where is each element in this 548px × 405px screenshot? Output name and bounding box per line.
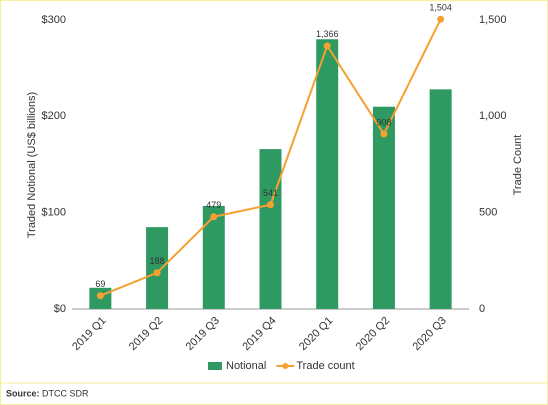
line-point (210, 213, 218, 221)
bar (316, 39, 339, 310)
source-label: Source: (6, 388, 40, 398)
bar (372, 106, 395, 309)
line-point (267, 201, 274, 209)
legend-label: Notional (226, 360, 266, 372)
y2-tick-label: 0 (479, 303, 485, 315)
bar (202, 205, 225, 309)
line-point (437, 15, 445, 23)
data-label: 188 (150, 256, 165, 266)
bar (146, 227, 169, 309)
y2-tick-label: 500 (479, 207, 497, 219)
y-tick-label: $300 (42, 14, 66, 26)
y2-tick-label: 1,000 (479, 110, 507, 122)
data-label: 69 (95, 279, 105, 289)
y2-axis-title: Trade Count (512, 135, 524, 196)
data-label: 908 (376, 117, 391, 127)
legend-label: Trade count (296, 360, 354, 372)
line-point (380, 130, 388, 138)
line-point (96, 292, 104, 300)
legend-swatch (282, 363, 289, 369)
legend-swatch (208, 362, 222, 370)
data-label: 541 (263, 188, 278, 198)
data-label: 1,366 (316, 29, 339, 39)
y-tick-label: $200 (42, 110, 66, 122)
bar (259, 149, 282, 309)
data-label: 1,504 (429, 3, 452, 13)
y-tick-label: $0 (54, 303, 66, 315)
line-point (153, 269, 161, 277)
line-point (323, 42, 331, 50)
y-axis-title: Traded Notional (US$ billions) (26, 92, 38, 238)
data-label: 479 (206, 200, 221, 210)
y2-tick-label: 1,500 (479, 14, 507, 26)
y-tick-label: $100 (42, 207, 66, 219)
bar (429, 89, 452, 309)
source: DTCC SDR (42, 388, 89, 398)
